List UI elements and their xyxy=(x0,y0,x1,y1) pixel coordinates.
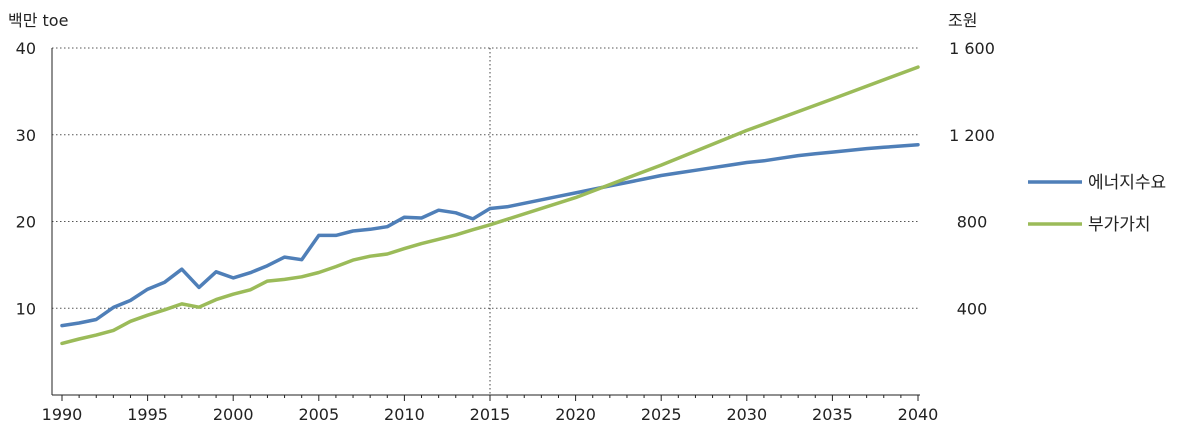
y-right-tick-label: 400 xyxy=(957,299,988,318)
x-tick-label: 2035 xyxy=(812,405,853,424)
y-right-axis-label: 조원 xyxy=(948,11,977,30)
x-tick-label: 2040 xyxy=(898,405,939,424)
x-tick-label: 2000 xyxy=(213,405,254,424)
y-right-tick-label: 1 600 xyxy=(949,39,995,58)
y-right-tick-label: 800 xyxy=(957,213,988,232)
series-lines xyxy=(60,65,920,346)
x-tick-label: 1995 xyxy=(127,405,168,424)
y-right-tick-label: 1 200 xyxy=(949,126,995,145)
x-tick-label: 2025 xyxy=(641,405,682,424)
y-left-tick-label: 30 xyxy=(16,126,36,145)
x-tick-label: 2020 xyxy=(555,405,596,424)
x-tick-label: 2010 xyxy=(384,405,425,424)
y-left-tick-labels: 10 20 30 40 xyxy=(16,39,36,318)
x-tick-label: 2005 xyxy=(298,405,339,424)
x-tick-label: 2030 xyxy=(726,405,767,424)
y-left-tick-label: 10 xyxy=(16,299,36,318)
x-tick-label: 2015 xyxy=(470,405,511,424)
y-left-tick-label: 40 xyxy=(16,39,36,58)
y-left-tick-label: 20 xyxy=(16,213,36,232)
legend-label: 부가가치 xyxy=(1088,215,1151,235)
x-tick-label: 1990 xyxy=(42,405,83,424)
series-line xyxy=(60,142,920,328)
x-axis-ticks: 1990 1995 2000 2005 2010 2015 2020 2025 2030 2035… xyxy=(42,395,939,424)
y-right-tick-labels: 400 800 1 200 1 600 xyxy=(949,39,995,318)
y-left-axis-label: 백만 toe xyxy=(8,11,68,30)
series-line xyxy=(60,65,920,346)
legend-label: 에너지수요 xyxy=(1088,173,1166,193)
